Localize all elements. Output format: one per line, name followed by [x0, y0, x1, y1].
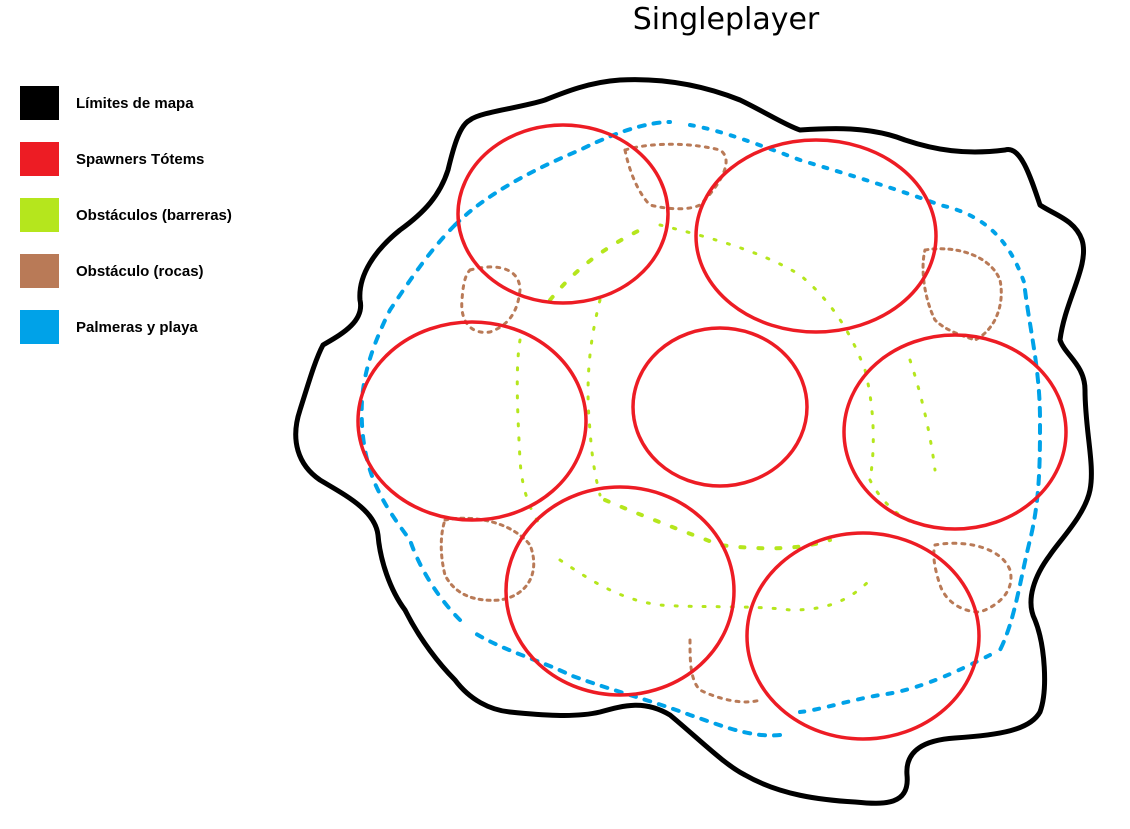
legend: Límites de mapa Spawners Tótems Obstácul… — [20, 86, 280, 366]
legend-item-limites: Límites de mapa — [20, 86, 280, 120]
legend-item-rocas: Obstáculo (rocas) — [20, 254, 280, 288]
spawner-right — [842, 333, 1068, 531]
legend-item-playa: Palmeras y playa — [20, 310, 280, 344]
legend-label: Obstáculos (barreras) — [76, 206, 232, 224]
blue-swatch-icon — [20, 310, 59, 344]
spawner-bottom-center — [504, 485, 736, 697]
spawner-left — [356, 320, 588, 522]
rocks-dotted-line — [439, 142, 1013, 704]
spawner-top-left — [456, 123, 670, 305]
spawner-center — [631, 326, 809, 488]
legend-item-barreras: Obstáculos (barreras) — [20, 198, 280, 232]
legend-label: Palmeras y playa — [76, 318, 198, 336]
green-swatch-icon — [20, 198, 59, 232]
brown-swatch-icon — [20, 254, 59, 288]
beach-dotted-line — [359, 120, 1043, 738]
legend-label: Spawners Tótems — [76, 150, 205, 168]
spawner-bottom-right — [745, 531, 981, 741]
red-swatch-icon — [20, 142, 59, 176]
legend-label: Obstáculo (rocas) — [76, 262, 204, 280]
legend-label: Límites de mapa — [76, 94, 194, 112]
totem-spawners — [356, 123, 1068, 741]
map-boundary — [293, 77, 1094, 806]
legend-item-spawners: Spawners Tótems — [20, 142, 280, 176]
black-swatch-icon — [20, 86, 59, 120]
spawner-top-right — [694, 138, 938, 334]
barriers-dotted-line — [515, 223, 937, 612]
